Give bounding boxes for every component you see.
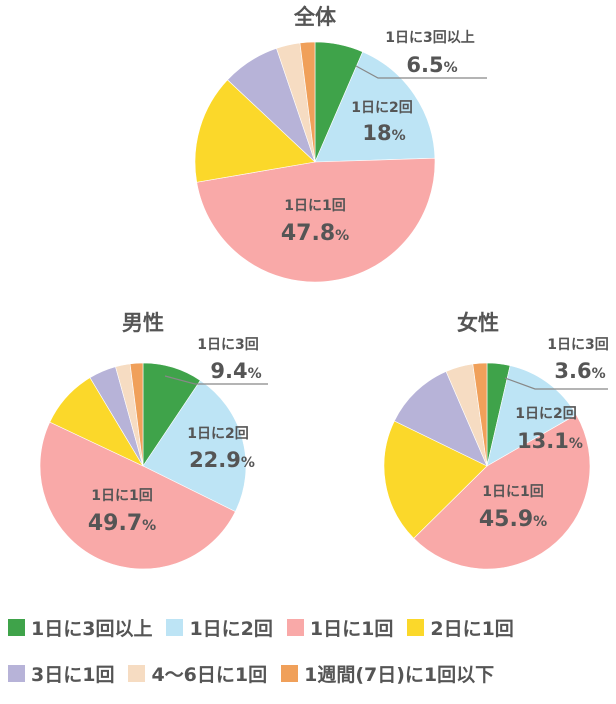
pie-slice xyxy=(472,362,488,467)
pie-slice xyxy=(393,371,488,467)
pie-slice xyxy=(486,365,577,467)
percent-sign: % xyxy=(444,60,458,76)
leader-line xyxy=(504,377,608,390)
slice-value: 49.7% xyxy=(88,511,156,536)
slice-value-number: 22.9 xyxy=(189,448,241,472)
legend: 1日に3回以上 1日に2回 1日に1回 2日に1回 3日に1回 4〜6日に1回 … xyxy=(0,612,616,704)
legend-item-every-2-days: 2日に1回 xyxy=(407,614,514,641)
pie-chart-2: 男性 1日に3回 9.4% 1日に2回 22.9% 1日に1回 49.7% xyxy=(39,311,268,570)
percent-sign: % xyxy=(392,128,406,144)
legend-swatch xyxy=(286,618,304,636)
percent-sign: % xyxy=(241,455,255,471)
legend-swatch xyxy=(281,664,299,682)
slice-value-number: 18 xyxy=(362,121,391,145)
pie-slice xyxy=(413,414,591,570)
slice-label: 1日に2回 xyxy=(187,426,248,442)
legend-label: 2日に1回 xyxy=(430,617,514,640)
legend-label: 3日に1回 xyxy=(31,663,115,686)
slice-value: 9.4% xyxy=(210,359,261,383)
legend-swatch xyxy=(8,618,25,636)
pie-slice xyxy=(314,51,436,163)
slice-label: 1日に3回 xyxy=(197,337,258,353)
legend-row-1: 1日に3回以上 1日に2回 1日に1回 2日に1回 xyxy=(8,612,616,642)
legend-row-2: 3日に1回 4〜6日に1回 1週間(7日)に1回以下 xyxy=(8,658,616,688)
slice-value: 45.9% xyxy=(479,507,547,532)
legend-item-weekly-or-less: 1週間(7日)に1回以下 xyxy=(281,660,494,687)
legend-label: 4〜6日に1回 xyxy=(151,663,268,686)
leader-line xyxy=(164,375,268,385)
slice-label: 1日に1回 xyxy=(284,198,345,214)
slice-value: 47.8% xyxy=(281,221,349,246)
slice-value-number: 3.6 xyxy=(554,359,591,383)
legend-swatch xyxy=(128,664,146,682)
slice-label: 1日に1回 xyxy=(91,488,152,504)
legend-label: 1週間(7日)に1回以下 xyxy=(304,663,495,686)
leader-line xyxy=(355,65,487,79)
percent-sign: % xyxy=(335,228,349,244)
slice-value: 13.1% xyxy=(517,429,583,453)
pie-slice xyxy=(129,362,144,467)
percent-sign: % xyxy=(248,366,262,382)
slice-value-number: 49.7 xyxy=(88,511,142,536)
slice-value-number: 45.9 xyxy=(479,507,533,532)
slice-label: 1日に2回 xyxy=(515,406,576,422)
legend-item-every-3-days: 3日に1回 xyxy=(8,660,114,687)
slice-label: 1日に2回 xyxy=(351,100,412,116)
pie-slice xyxy=(196,157,436,283)
pie-slice xyxy=(299,41,316,163)
pie-chart-3: 女性 1日に3回 3.6% 1日に2回 13.1% 1日に1回 45.9% xyxy=(383,311,609,570)
pie-slice xyxy=(142,380,247,513)
pie-slice xyxy=(194,79,316,183)
percent-sign: % xyxy=(533,514,547,530)
legend-item-every-4-6-days: 4〜6日に1回 xyxy=(128,660,267,687)
pie-slice xyxy=(383,420,488,539)
slice-label: 1日に3回以上 xyxy=(385,30,474,46)
slice-label: 1日に1回 xyxy=(482,484,543,500)
slice-value-number: 6.5 xyxy=(406,53,443,77)
pie-title: 全体 xyxy=(293,5,337,29)
slice-value: 18% xyxy=(362,121,405,145)
legend-item-3-times: 1日に3回以上 xyxy=(8,614,152,641)
pie-slice xyxy=(39,421,236,570)
slice-value-number: 9.4 xyxy=(210,359,247,383)
slice-value: 6.5% xyxy=(406,53,457,77)
pie-charts: 全体 1日に3回以上 6.5% 1日に2回 18% 1日に1回 47.8% 男性 1日に3回 9.… xyxy=(39,5,609,570)
legend-item-1-time: 1日に1回 xyxy=(286,614,394,641)
pie-title: 女性 xyxy=(457,311,499,335)
percent-sign: % xyxy=(569,436,583,452)
legend-item-2-times: 1日に2回 xyxy=(166,614,273,641)
percent-sign: % xyxy=(592,366,606,382)
legend-label: 1日に3回以上 xyxy=(31,617,153,640)
legend-swatch xyxy=(166,618,184,636)
slice-value-number: 47.8 xyxy=(281,221,335,246)
percent-sign: % xyxy=(142,518,156,534)
slice-value: 22.9% xyxy=(189,448,255,472)
slice-label: 1日に3回 xyxy=(547,337,608,353)
legend-label: 1日に2回 xyxy=(189,617,273,640)
legend-swatch xyxy=(8,664,25,682)
legend-swatch xyxy=(407,618,425,636)
pie-chart-1: 全体 1日に3回以上 6.5% 1日に2回 18% 1日に1回 47.8% xyxy=(194,5,487,283)
pie-title: 男性 xyxy=(122,311,164,335)
slice-value-number: 13.1 xyxy=(517,429,569,453)
slice-value: 3.6% xyxy=(554,359,605,383)
legend-label: 1日に1回 xyxy=(309,617,394,640)
